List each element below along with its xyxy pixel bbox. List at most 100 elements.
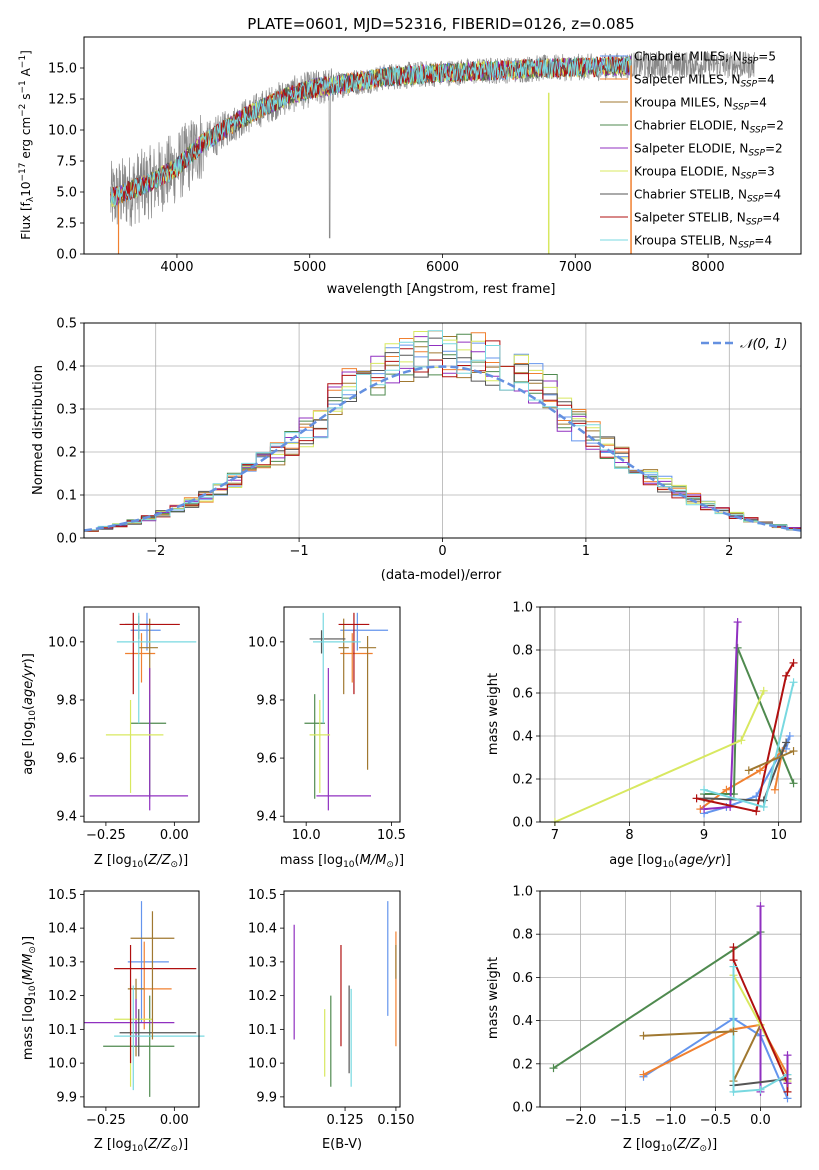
weight-vs-age-xtick-label: 7	[551, 828, 559, 843]
mass-vs-ebv-ytick-label: 9.9	[256, 1090, 277, 1105]
mass-vs-ebv-ytick-label: 10.1	[248, 1023, 277, 1038]
spectrum-legend-sub: SSP	[741, 80, 758, 90]
spectrum-legend-sub: SSP	[741, 172, 758, 182]
spectrum-ytick-label: 7.5	[56, 155, 77, 170]
spectrum-ytick-label: 5.0	[56, 186, 77, 201]
spectrum-ytick-label: 10.0	[48, 124, 77, 139]
spectrum-ytick-label: 12.5	[48, 93, 77, 108]
weight-vs-age-ytick-label: 0.6	[512, 687, 533, 702]
residuals-legend: 𝒩(0, 1)	[701, 337, 787, 352]
spectrum-legend: Chabrier MILES, NSSP=5 Salpeter MILES, NS…	[600, 50, 784, 251]
spectrum-legend-rest: =4	[762, 211, 780, 225]
weight-vs-Z-ytick-label: 0.6	[512, 971, 533, 986]
weight-vs-age-ytick-label: 1.0	[512, 601, 533, 616]
weight-vs-Z-ytick-label: 0.4	[512, 1014, 533, 1029]
mass-vs-Z-ytick-label: 10.4	[48, 922, 77, 937]
normal-legend-label: 𝒩(0, 1)	[740, 337, 787, 352]
spectrum-ytick-label: 2.5	[56, 217, 77, 232]
spectrum-legend-label: Salpeter ELODIE, NSSP=2	[634, 142, 783, 159]
mass-vs-ebv-plot-area: 0.125 0.150 9.9 10.0 10.1 10.2 10.3 10.4 10.5	[248, 888, 414, 1128]
weight-vs-Z-ytick-label: 1.0	[512, 885, 533, 900]
mass-vs-ebv-frame	[283, 890, 401, 1108]
spectrum-legend-label: Chabrier STELIB, NSSP=4	[634, 188, 781, 205]
weight-vs-age-xtick-label: 8	[625, 828, 633, 843]
residuals-ytick-label: 0.2	[56, 446, 77, 461]
age-vs-Z-frame	[83, 606, 200, 823]
residuals-plot-area: −2 −1 0 1 2 0.0 0.1 0.2 0.3 0.4 0.5	[56, 317, 802, 559]
age-vs-mass-xtick-label: 10.0	[292, 828, 321, 843]
age-vs-mass-plot-area: 10.0 10.5 9.4 9.6 9.8 10.0	[248, 606, 406, 843]
age-vs-Z-xlabel: Z [log10(Z/Z⊙)]	[94, 853, 188, 870]
spectrum-legend-rest: =4	[764, 188, 782, 202]
weight-vs-age-ytick-label: 0.8	[512, 644, 533, 659]
mass-vs-Z-ytick-label: 10.3	[48, 955, 77, 970]
spectrum-legend-sub: SSP	[746, 218, 763, 228]
spectrum-ytick-label: 15.0	[48, 62, 77, 77]
mass-vs-ebv-ytick-label: 10.4	[248, 922, 277, 937]
weight-vs-age-xtick-label: 10	[770, 828, 787, 843]
weight-vs-Z-xtick-label: −1.5	[610, 1113, 642, 1128]
residuals-histogram	[84, 330, 801, 534]
mass-vs-Z-ytick-label: 10.0	[48, 1057, 77, 1072]
weight-vs-age-ytick-label: 0.4	[512, 730, 533, 745]
weight-vs-Z-panel: −2.0 −1.5 −1.0 −0.5 0.0 0.0 0.2 0.4 0.6 0.8 1.0 Z …	[486, 885, 802, 1154]
spectrum-legend-rest: =4	[757, 73, 775, 87]
weight-vs-Z-series-line	[643, 1030, 734, 1037]
weight-vs-Z-series-line	[732, 947, 789, 1092]
spectrum-legend-rest: =2	[765, 142, 783, 156]
age-vs-mass-ytick-label: 9.4	[256, 810, 277, 825]
mass-vs-ebv-xtick-label: 0.150	[377, 1113, 414, 1128]
spectrum-xlabel: wavelength [Angstrom, rest frame]	[327, 282, 556, 297]
spectrum-legend-sub: SSP	[742, 57, 759, 67]
spectrum-legend-rest: =5	[758, 50, 776, 64]
weight-vs-Z-ytick-label: 0.8	[512, 928, 533, 943]
residuals-ylabel: Normed distribution	[31, 365, 46, 495]
figure-title: PLATE=0601, MJD=52316, FIBERID=0126, z=0…	[247, 15, 634, 33]
mass-vs-ebv-ytick-label: 10.3	[248, 955, 277, 970]
spectrum-legend-label: Kroupa MILES, NSSP=4	[634, 96, 767, 113]
weight-vs-Z-plot-area: −2.0 −1.5 −1.0 −0.5 0.0 0.0 0.2 0.4 0.6 0.8 1.0	[512, 885, 802, 1128]
weight-vs-Z-xtick-label: −2.0	[565, 1113, 597, 1128]
age-vs-Z-ytick-label: 9.6	[56, 752, 77, 767]
mass-vs-Z-ytick-label: 9.9	[56, 1090, 77, 1105]
spectrum-legend-label: Salpeter STELIB, NSSP=4	[634, 211, 780, 228]
age-vs-mass-xlabel: mass [log10(M/M⊙)]	[280, 853, 404, 870]
spectrum-xtick-label: 8000	[692, 260, 725, 275]
normal-curve	[83, 365, 802, 532]
mass-vs-ebv-ytick-label: 10.0	[248, 1057, 277, 1072]
spectrum-xtick-label: 6000	[426, 260, 459, 275]
residuals-xtick-label: 0	[438, 544, 446, 559]
residuals-xtick-label: 1	[582, 544, 590, 559]
mass-vs-Z-ytick-label: 10.1	[48, 1023, 77, 1038]
spectrum-legend-label: Kroupa ELODIE, NSSP=3	[634, 165, 775, 182]
weight-vs-Z-xtick-label: −1.0	[655, 1113, 687, 1128]
spectrum-ytick-label: 0.0	[56, 248, 77, 263]
weight-vs-age-ylabel: mass weight	[486, 673, 501, 755]
spectrum-legend-rest: =3	[757, 165, 775, 179]
weight-vs-Z-xlabel: Z [log10(Z/Z⊙)]	[623, 1137, 717, 1154]
weight-vs-age-panel: 7 8 9 10 0.0 0.2 0.4 0.6 0.8 1.0 age [log10(age/y…	[486, 601, 802, 870]
residuals-xtick-label: 2	[725, 544, 733, 559]
spectrum-legend-sub: SSP	[750, 126, 767, 136]
spectrum-model-line	[110, 56, 632, 206]
spectrum-legend-label: Chabrier MILES, NSSP=5	[634, 50, 776, 67]
weight-vs-Z-series-line	[643, 1023, 789, 1076]
age-vs-mass-panel: 10.0 10.5 9.4 9.6 9.8 10.0 mass [log10(M/M⊙)]	[248, 606, 406, 870]
mass-vs-ebv-panel: 0.125 0.150 9.9 10.0 10.1 10.2 10.3 10.4 10.5 E(…	[248, 888, 414, 1152]
mass-vs-Z-ytick-label: 10.2	[48, 989, 77, 1004]
mass-vs-Z-ytick-label: 10.5	[48, 888, 77, 903]
age-vs-Z-xtick-label: −0.25	[86, 828, 126, 843]
age-vs-Z-plot-area: −0.25 0.00 9.4 9.6 9.8 10.0	[48, 606, 200, 843]
residuals-panel: −2 −1 0 1 2 0.0 0.1 0.2 0.3 0.4 0.5 (data-model)/e…	[31, 317, 802, 583]
mass-vs-Z-xtick-label: −0.25	[86, 1113, 126, 1128]
spectrum-legend-rest: =4	[754, 234, 772, 248]
residuals-ytick-label: 0.3	[56, 403, 77, 418]
weight-vs-age-xtick-label: 9	[700, 828, 708, 843]
mass-vs-Z-panel: −0.25 0.00 9.9 10.0 10.1 10.2 10.3 10.4 10.5 Z […	[21, 888, 205, 1154]
weight-vs-Z-xtick-label: −0.5	[700, 1113, 732, 1128]
spectrum-xtick-label: 5000	[293, 260, 326, 275]
mass-vs-Z-frame	[83, 890, 200, 1108]
spectrum-legend-label: Salpeter MILES, NSSP=4	[634, 73, 775, 90]
residuals-ytick-label: 0.0	[56, 532, 77, 547]
